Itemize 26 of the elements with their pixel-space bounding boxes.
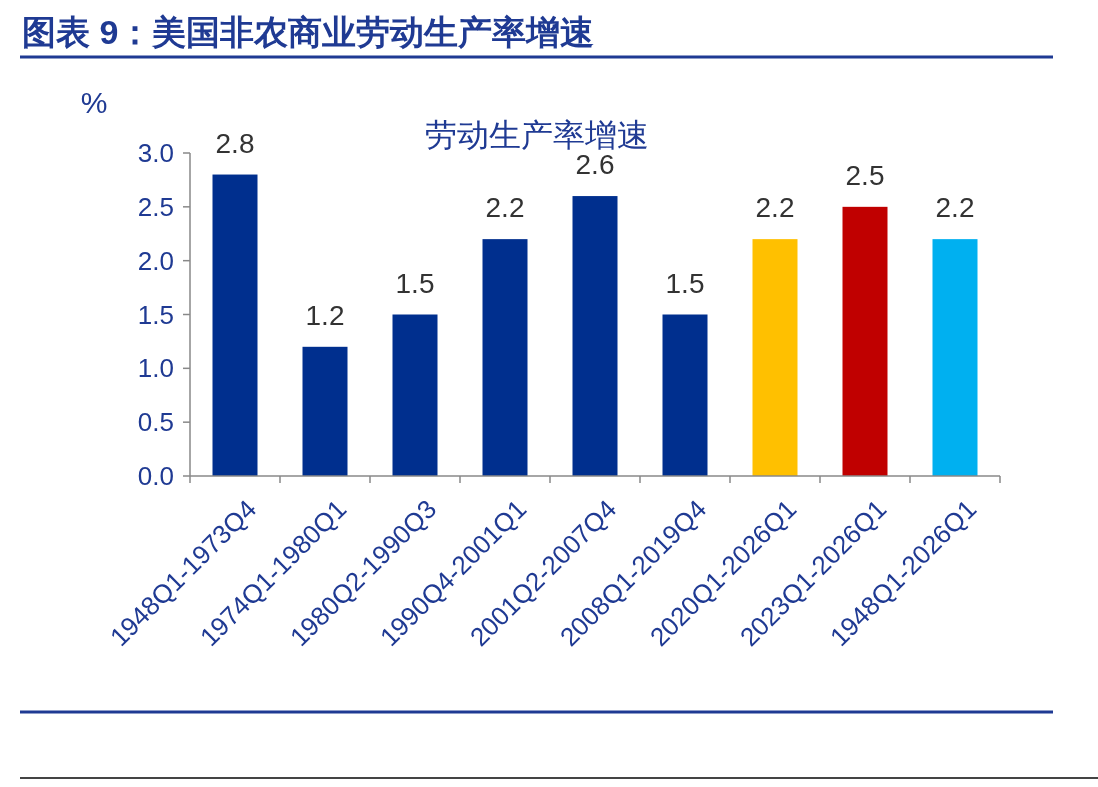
y-tick-label: 0.0 [137,461,174,492]
data-label: 1.2 [305,299,345,331]
y-tick-label: 1.5 [137,299,174,330]
y-tick-label: 3.0 [137,138,174,169]
bar [482,239,528,476]
bar [572,196,618,476]
data-label: 1.5 [395,267,435,299]
bar [392,314,438,476]
y-tick-label: 2.0 [137,245,174,276]
data-label: 2.2 [485,192,525,224]
data-label: 1.5 [665,267,705,299]
data-label: 2.8 [215,127,255,159]
bar [842,206,888,476]
y-tick-label: 2.5 [137,191,174,222]
bar [212,174,258,476]
bar [932,239,978,476]
chart-title: 图表 9：美国非农商业劳动生产率增速 [22,13,595,51]
bar [752,239,798,476]
y-tick-label: 0.5 [137,407,174,438]
bar [662,314,708,476]
y-axis-title: % [80,86,108,119]
y-tick-label: 1.0 [137,353,174,384]
data-label: 2.2 [935,192,975,224]
data-label: 2.5 [845,159,885,191]
data-label: 2.2 [755,192,795,224]
bar [302,346,348,476]
